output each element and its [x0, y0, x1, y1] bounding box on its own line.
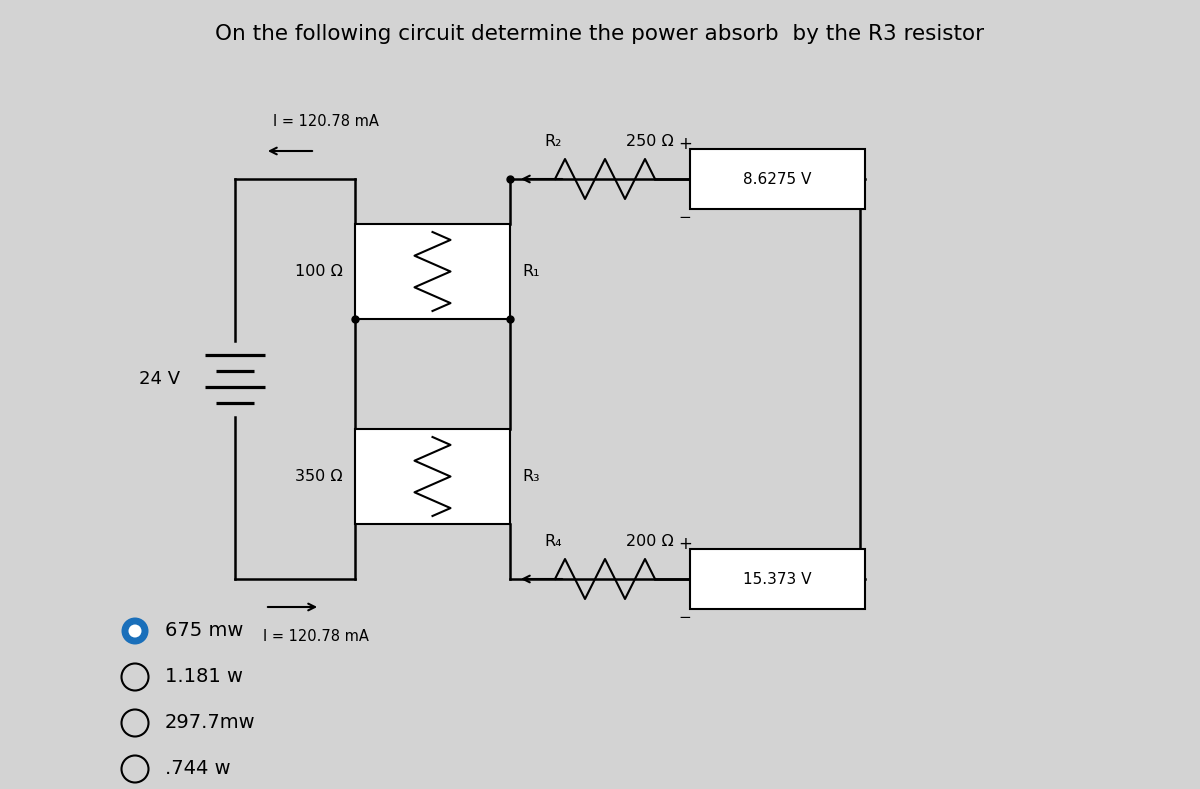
Text: I = 120.78 mA: I = 120.78 mA — [274, 114, 379, 129]
Circle shape — [128, 625, 142, 638]
Text: 24 V: 24 V — [139, 370, 180, 388]
Text: +: + — [678, 535, 692, 553]
Bar — [355, 429, 510, 524]
Text: 8.6275 V: 8.6275 V — [743, 171, 811, 186]
Text: 200 Ω: 200 Ω — [626, 534, 674, 549]
Text: 100 Ω: 100 Ω — [295, 264, 343, 279]
Text: R₃: R₃ — [522, 469, 540, 484]
Circle shape — [121, 618, 149, 645]
Text: −: − — [679, 210, 691, 225]
Text: .744 w: .744 w — [166, 760, 230, 779]
Text: 250 Ω: 250 Ω — [626, 134, 674, 149]
Text: On the following circuit determine the power absorb  by the R3 resistor: On the following circuit determine the p… — [216, 24, 984, 44]
Text: +: + — [678, 135, 692, 153]
Text: R₁: R₁ — [522, 264, 540, 279]
Text: R₂: R₂ — [545, 134, 562, 149]
Text: I = 120.78 mA: I = 120.78 mA — [263, 629, 368, 644]
Bar — [355, 224, 510, 319]
Text: 15.373 V: 15.373 V — [743, 571, 811, 586]
Text: −: − — [679, 609, 691, 625]
Bar — [690, 549, 865, 609]
Bar — [690, 149, 865, 209]
Text: 297.7mw: 297.7mw — [166, 713, 256, 732]
Text: 350 Ω: 350 Ω — [295, 469, 343, 484]
Text: 1.181 w: 1.181 w — [166, 667, 242, 686]
Text: R₄: R₄ — [544, 534, 562, 549]
Text: 675 mw: 675 mw — [166, 622, 244, 641]
